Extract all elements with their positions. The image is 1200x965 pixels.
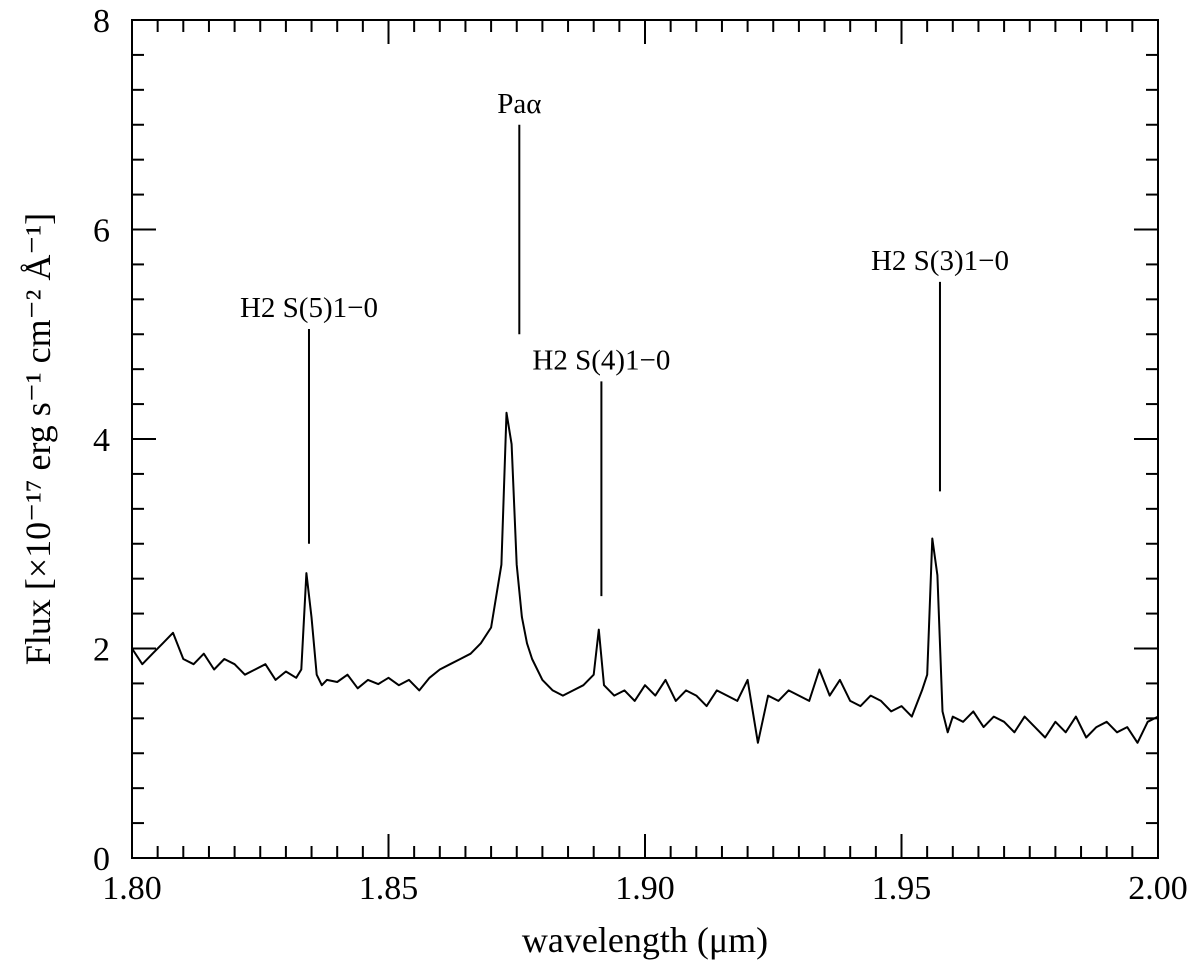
annotation-label: Paα [497,88,541,120]
x-tick-label: 1.85 [359,870,419,907]
plot-frame [131,19,1159,859]
annotation-label: H2 S(4)1−0 [532,344,670,376]
tick-labels: 1.80 1.85 1.90 1.95 2.00 0 2 4 6 8 [93,3,1188,907]
y-tick-label: 4 [93,422,110,459]
spectrum-line [131,411,1159,744]
y-tick-label: 8 [93,3,110,40]
line-annotations: H2 S(5)1−0 Paα H2 S(4)1−0 H2 S(3)1−0 [240,88,1009,597]
annotation-label: H2 S(5)1−0 [240,292,378,324]
x-axis-title: wavelength (μm) [522,920,768,960]
x-tick-label: 1.80 [102,870,162,907]
y-tick-label: 2 [93,632,110,669]
annotation-label: H2 S(3)1−0 [871,245,1009,277]
y-tick-label: 0 [93,841,110,878]
tick-marks [131,19,1159,859]
x-tick-label: 1.95 [872,870,932,907]
x-tick-label: 1.90 [615,870,675,907]
y-axis-title: Flux [×10⁻¹⁷ erg s⁻¹ cm⁻² Å⁻¹] [18,213,58,665]
x-tick-label: 2.00 [1128,870,1188,907]
y-tick-label: 6 [93,213,110,250]
